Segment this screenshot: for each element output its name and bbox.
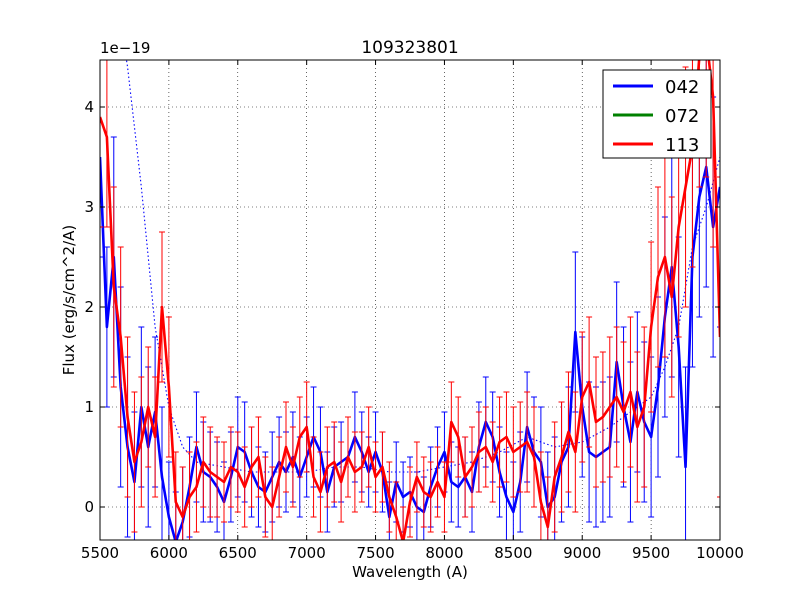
- x-tick-label: 7500: [356, 544, 394, 562]
- series-113: [100, 60, 720, 540]
- legend-label-113: 113: [665, 135, 699, 156]
- x-tick-label: 8500: [494, 544, 532, 562]
- x-tick-label: 8000: [425, 544, 463, 562]
- y-offset-label: 1e−19: [100, 39, 150, 57]
- y-tick-label: 4: [84, 98, 94, 116]
- y-tick-label: 0: [84, 498, 94, 516]
- series-layer: [100, 60, 720, 540]
- x-tick-label: 5500: [81, 544, 119, 562]
- y-tick-label: 1: [84, 398, 94, 416]
- plot-frame: [99, 59, 721, 541]
- x-tick-label: 9000: [563, 544, 601, 562]
- x-tick-label: 10000: [696, 544, 744, 562]
- x-tick-label: 6500: [219, 544, 257, 562]
- legend: 042 072 113: [602, 69, 712, 159]
- series-line-113: [100, 60, 720, 540]
- x-tick-label: 6000: [150, 544, 188, 562]
- x-tick-label: 7000: [288, 544, 326, 562]
- y-tick-label: 3: [84, 198, 94, 216]
- x-axis-label: Wavelength (A): [352, 563, 468, 581]
- legend-label-042: 042: [665, 77, 699, 98]
- y-tick-label: 2: [84, 298, 94, 316]
- legend-label-072: 072: [665, 106, 699, 127]
- x-tick-label: 9500: [632, 544, 670, 562]
- chart-title: 109323801: [361, 38, 458, 58]
- y-axis-label: Flux (erg/s/cm^2/A): [60, 225, 78, 376]
- ticks: 5500 6000 6500 7000 7500 8000 8500 9000 9500 1000…: [81, 60, 744, 562]
